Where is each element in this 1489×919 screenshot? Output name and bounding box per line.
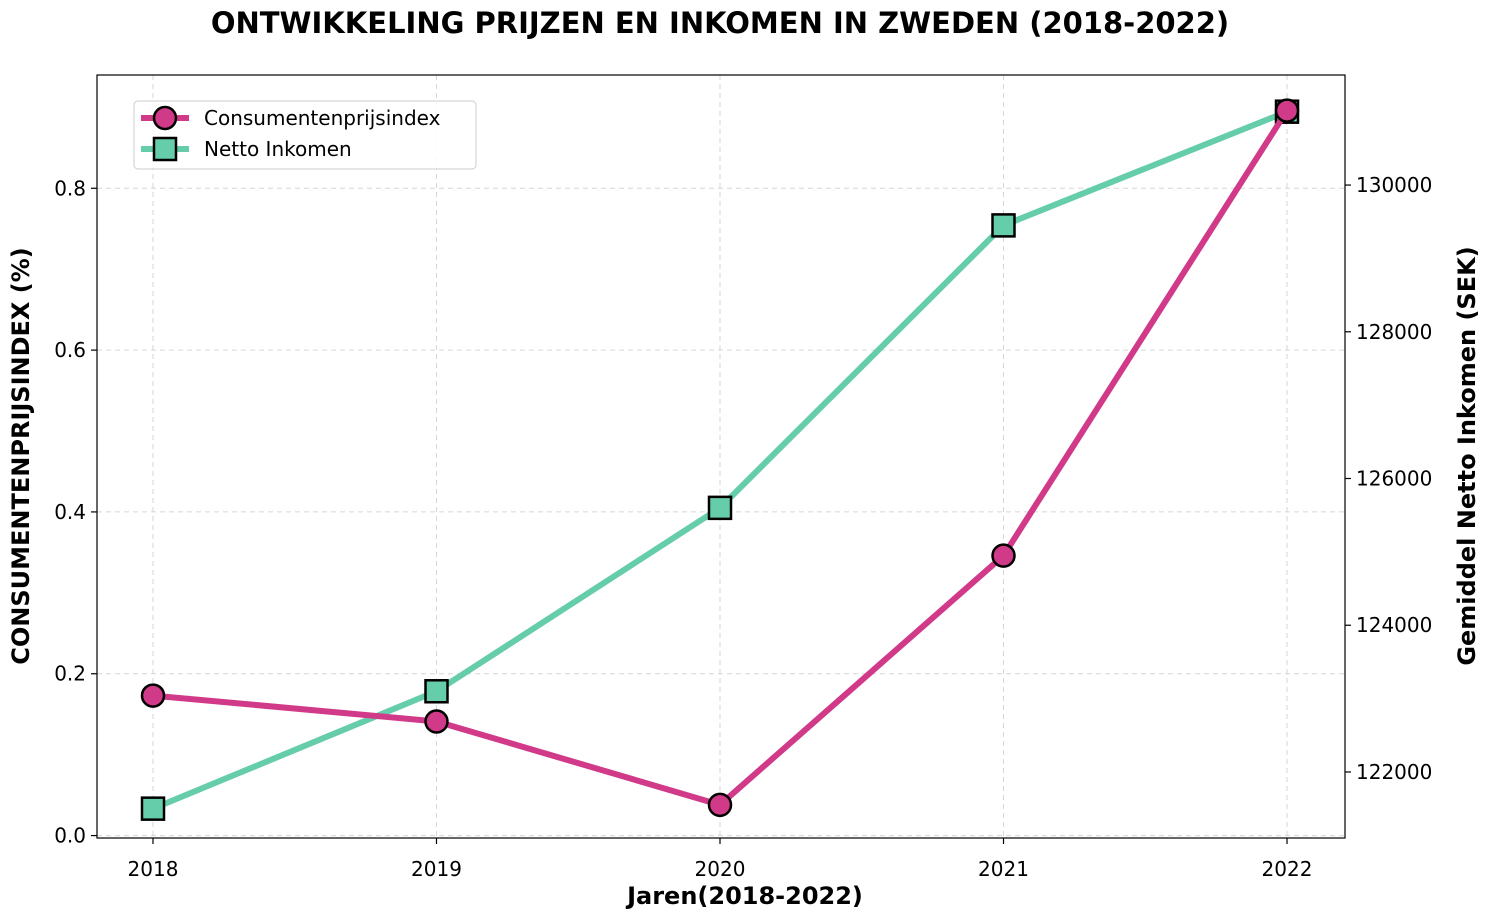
data-point	[991, 213, 1016, 238]
data-point	[424, 679, 449, 704]
legend-marker	[152, 136, 178, 162]
legend-label: Netto Inkomen	[204, 137, 352, 161]
x-tick-label: 2022	[1262, 857, 1313, 881]
data-point	[991, 543, 1016, 568]
y-left-tick-label: 0.0	[54, 824, 86, 848]
legend-box	[133, 100, 477, 170]
y-axis-left-label: CONSUMENTENPRIJSINDEX (%)	[7, 247, 35, 664]
legend-marker	[152, 105, 178, 131]
series-consumentenprijsindex	[140, 98, 1300, 818]
x-tick-label: 2021	[978, 857, 1029, 881]
legend-label: Consumentenprijsindex	[204, 106, 441, 130]
legend-entry: Consumentenprijsindex	[141, 105, 441, 131]
y-left-tick-label: 0.6	[54, 338, 86, 362]
x-axis-label: Jaren(2018-2022)	[625, 882, 863, 910]
legend-entry: Netto Inkomen	[141, 136, 352, 162]
y-left-tick-label: 0.2	[54, 662, 86, 686]
series	[140, 98, 1300, 821]
y-right-tick-label: 126000	[1356, 467, 1432, 491]
data-point	[140, 683, 166, 708]
chart-title: ONTWIKKELING PRIJZEN EN INKOMEN IN ZWEDE…	[211, 6, 1229, 40]
legend: Consumentenprijsindex Netto Inkomen	[133, 100, 477, 170]
x-tick-label: 2019	[411, 857, 462, 881]
x-tick-label: 2020	[695, 857, 746, 881]
grid	[97, 75, 1345, 838]
data-point	[707, 495, 733, 521]
y-left-tick-label: 0.8	[54, 176, 86, 200]
plot-area	[96, 74, 1346, 839]
series-line	[150, 108, 1290, 812]
data-point	[424, 709, 449, 734]
data-point	[707, 792, 733, 818]
y-right-tick-label: 128000	[1356, 320, 1432, 344]
x-tick-label: 2018	[128, 857, 179, 881]
y-left-tick-label: 0.4	[54, 500, 86, 524]
axis-ticks: 2018 2019 2020 2021 2022 0.0 0.2 0.4 0.6 0.8 12200…	[54, 173, 1432, 881]
y-right-tick-label: 122000	[1356, 760, 1432, 784]
y-axis-right-label: Gemiddel Netto Inkomen (SEK)	[1453, 246, 1481, 665]
data-point	[1274, 98, 1300, 123]
data-point	[140, 796, 166, 821]
y-right-tick-label: 124000	[1356, 613, 1432, 637]
y-right-tick-label: 130000	[1356, 173, 1432, 197]
